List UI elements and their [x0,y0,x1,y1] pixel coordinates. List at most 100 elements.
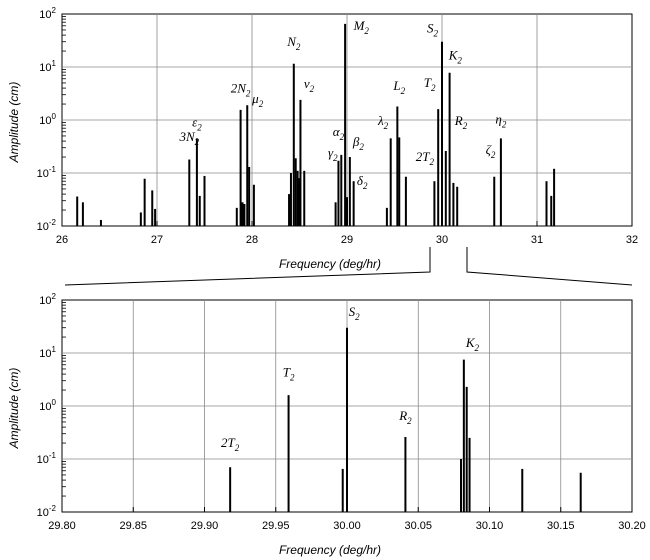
constituent-subscript: 2 [431,83,436,93]
constituent-subscript: 2 [430,157,435,167]
x-tick-label: 29.85 [119,520,147,532]
constituent-subscript: 2 [340,132,345,142]
x-tick-label: 32 [626,234,638,246]
top-x-axis-title: Frequency (deg/hr) [279,257,381,271]
constituent-subscript: 2 [434,28,439,38]
top-x-tick-labels: 26 27 28 29 30 31 32 [56,221,638,246]
y-tick-label: 10-2 [37,504,57,519]
constituent-symbol: η [495,112,501,127]
constituent-subscript: 2 [401,86,406,96]
constituent-subscript: 2 [290,373,295,383]
constituent-symbol: δ [357,173,364,188]
constituent-label: ε2 [192,115,202,133]
x-tick-label: 31 [531,234,543,246]
x-tick-label: 30.20 [618,520,646,532]
y-tick-exponent: 2 [52,292,57,301]
y-tick-label: 100 [39,112,56,127]
y-tick-exponent: 0 [52,398,57,407]
constituent-label: μ2 [251,91,264,109]
constituent-subscript: 2 [384,121,389,131]
constituent-subscript: 2 [491,150,496,160]
y-tick-base: 10 [37,507,49,519]
y-tick-label: 101 [39,59,56,74]
constituent-symbol: N [286,34,297,49]
x-tick-label: 29.80 [48,520,76,532]
bottom-bars [229,327,582,512]
constituent-symbol: μ [251,91,259,106]
constituent-subscript: 2 [407,416,412,426]
constituent-label: ν2 [304,76,315,94]
y-tick-exponent: -1 [49,165,57,174]
y-tick-exponent: 0 [52,112,57,121]
top-bars [76,23,556,226]
y-tick-label: 10-1 [37,451,57,466]
y-tick-base: 10 [39,295,51,307]
zoom-connector-left [64,247,431,286]
constituent-label: 2T2 [416,149,435,167]
x-tick-label: 29.95 [262,520,290,532]
constituent-label: S2 [349,304,361,322]
constituent-label: 2N2 [231,81,251,99]
constituent-subscript: 2 [364,26,369,36]
y-tick-base: 10 [39,115,51,127]
x-tick-label: 27 [151,234,163,246]
constituent-symbol: β [352,134,360,149]
constituent-subscript: 2 [363,181,368,191]
constituent-label: R2 [398,408,412,426]
constituent-symbol: ν [304,76,310,91]
y-tick-exponent: 1 [52,59,57,68]
constituent-symbol: α [333,124,341,139]
x-tick-label: 30.15 [547,520,575,532]
constituent-label: N2 [286,34,301,52]
constituent-symbol: 2N [231,81,248,96]
y-tick-base: 10 [39,9,51,21]
y-tick-label: 100 [39,398,56,413]
constituent-subscript: 2 [359,142,364,152]
x-tick-label: 28 [246,234,258,246]
constituent-symbol: T [424,75,432,90]
constituent-subscript: 2 [355,312,360,322]
constituent-label: 2T2 [221,435,240,453]
constituent-symbol: L [392,78,400,93]
constituent-label: δ2 [357,173,368,191]
y-tick-base: 10 [39,348,51,360]
x-tick-label: 30.10 [476,520,504,532]
x-tick-label: 30.00 [333,520,361,532]
y-tick-base: 10 [37,454,49,466]
constituent-subscript: 2 [246,89,251,99]
constituent-label: η2 [495,112,506,130]
constituent-subscript: 2 [259,99,264,109]
constituent-label: β2 [352,134,364,152]
constituent-symbol: γ [328,145,334,160]
constituent-label: R2 [454,113,468,131]
constituent-label: 3N2 [178,129,199,147]
y-tick-label: 10-2 [37,218,57,233]
bottom-y-axis-title: Amplitude (cm) [7,368,21,450]
constituent-symbol: R [398,408,407,423]
x-tick-label: 29 [341,234,353,246]
zoom-connector [64,247,633,286]
constituent-label: T2 [424,75,436,93]
x-tick-label: 30 [436,234,448,246]
constituent-label: K2 [448,47,463,65]
y-tick-label: 102 [39,292,56,307]
constituent-symbol: R [454,113,463,128]
constituent-symbol: ε [192,115,198,130]
constituent-subscript: 2 [195,137,200,147]
constituent-symbol: 3N [178,129,196,144]
constituent-symbol: S [427,20,434,35]
constituent-label: α2 [333,124,345,142]
y-tick-base: 10 [37,168,49,180]
bottom-x-tick-labels: 29.80 29.85 29.90 29.95 30.00 30.05 30.10 30.15… [48,507,646,532]
y-tick-label: 10-1 [37,165,57,180]
y-tick-exponent: 2 [52,6,57,15]
constituent-subscript: 2 [235,443,240,453]
constituent-label: M2 [353,18,370,36]
constituent-symbol: ζ [486,142,492,157]
constituent-label: T2 [283,365,295,383]
